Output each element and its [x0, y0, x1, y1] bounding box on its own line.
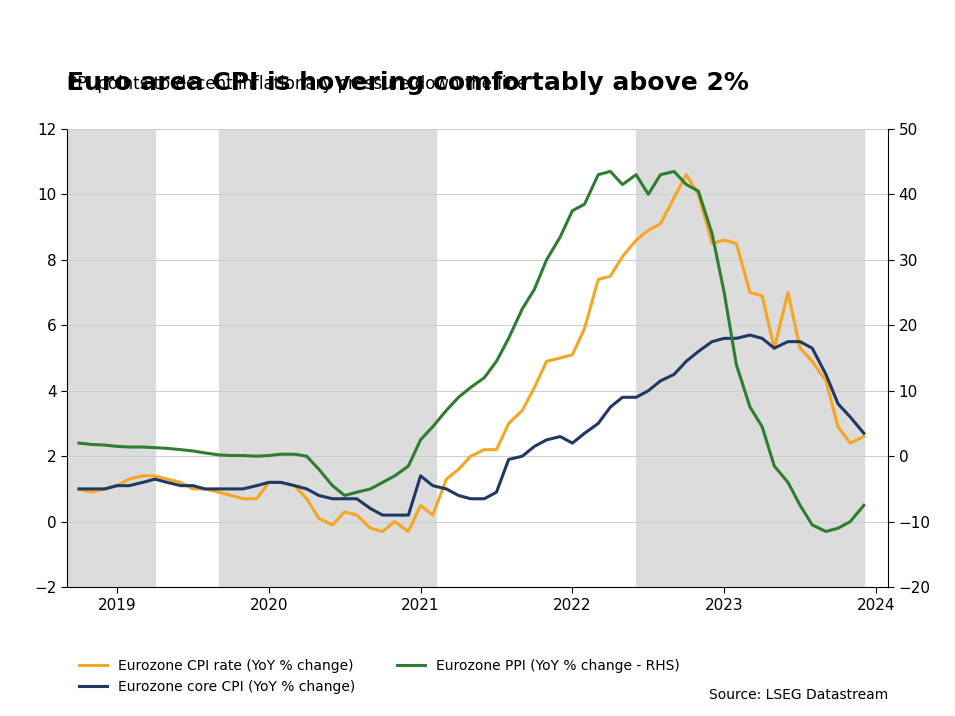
Text: Source: LSEG Datastream: Source: LSEG Datastream [709, 687, 888, 702]
Bar [636, 129, 864, 587]
Bar [67, 129, 155, 587]
Text: Euro area CPI is hovering comfortably above 2%: Euro area CPI is hovering comfortably ab… [67, 71, 749, 95]
Legend: Eurozone CPI rate (YoY % change), Eurozone core CPI (YoY % change), Eurozone PPI: Eurozone CPI rate (YoY % change), Eurozo… [74, 654, 686, 700]
Text: PPI points to decent inflationary pressure down the line: PPI points to decent inflationary pressu… [67, 75, 527, 93]
Bar [345, 129, 435, 587]
Bar [219, 129, 345, 587]
